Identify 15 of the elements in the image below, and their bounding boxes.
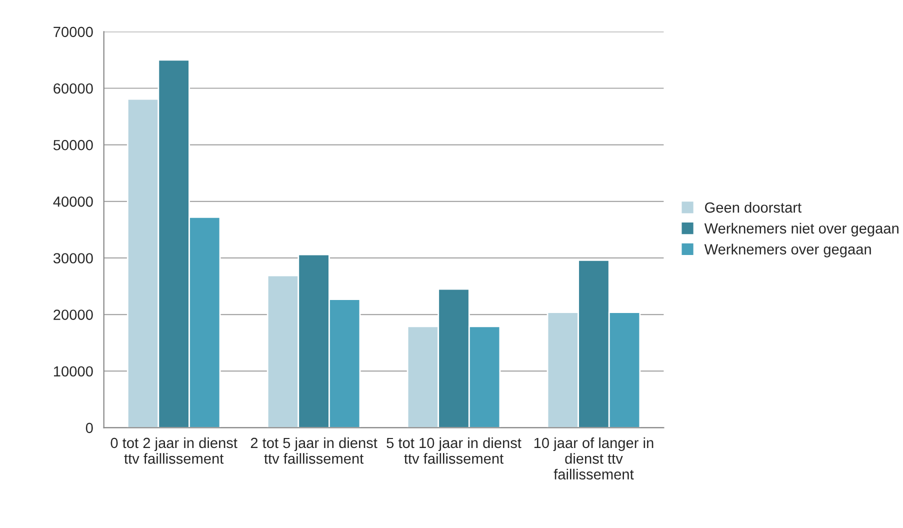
y-tick-label: 70000 [54,26,93,38]
y-tick-label: 30000 [53,253,93,264]
x-tick-label: 2 tot 5 jaar in dienst ttv faillissement [250,437,378,464]
y-tick-label: 50000 [53,140,93,150]
x-tick-label: 0 tot 2 jaar in dienst ttv faillissement [110,437,238,464]
legend-label: Geen doorstart [705,202,802,213]
legend-label: Werknemers over gegaan [704,244,871,258]
y-tick-label: 60000 [54,83,93,94]
y-tick-label: 10000 [54,366,93,377]
y-tick-label: 20000 [54,310,93,320]
y-tick-label: 40000 [53,196,93,207]
y-tick-label: 0 [86,422,93,434]
x-tick-label: 10 jaar of langer in dienst ttv faillissement [534,437,654,480]
x-tick-label: 5 tot 10 jaar in dienst ttv faillissement [386,437,522,464]
legend-label: Werknemers niet over gegaan [704,222,898,236]
